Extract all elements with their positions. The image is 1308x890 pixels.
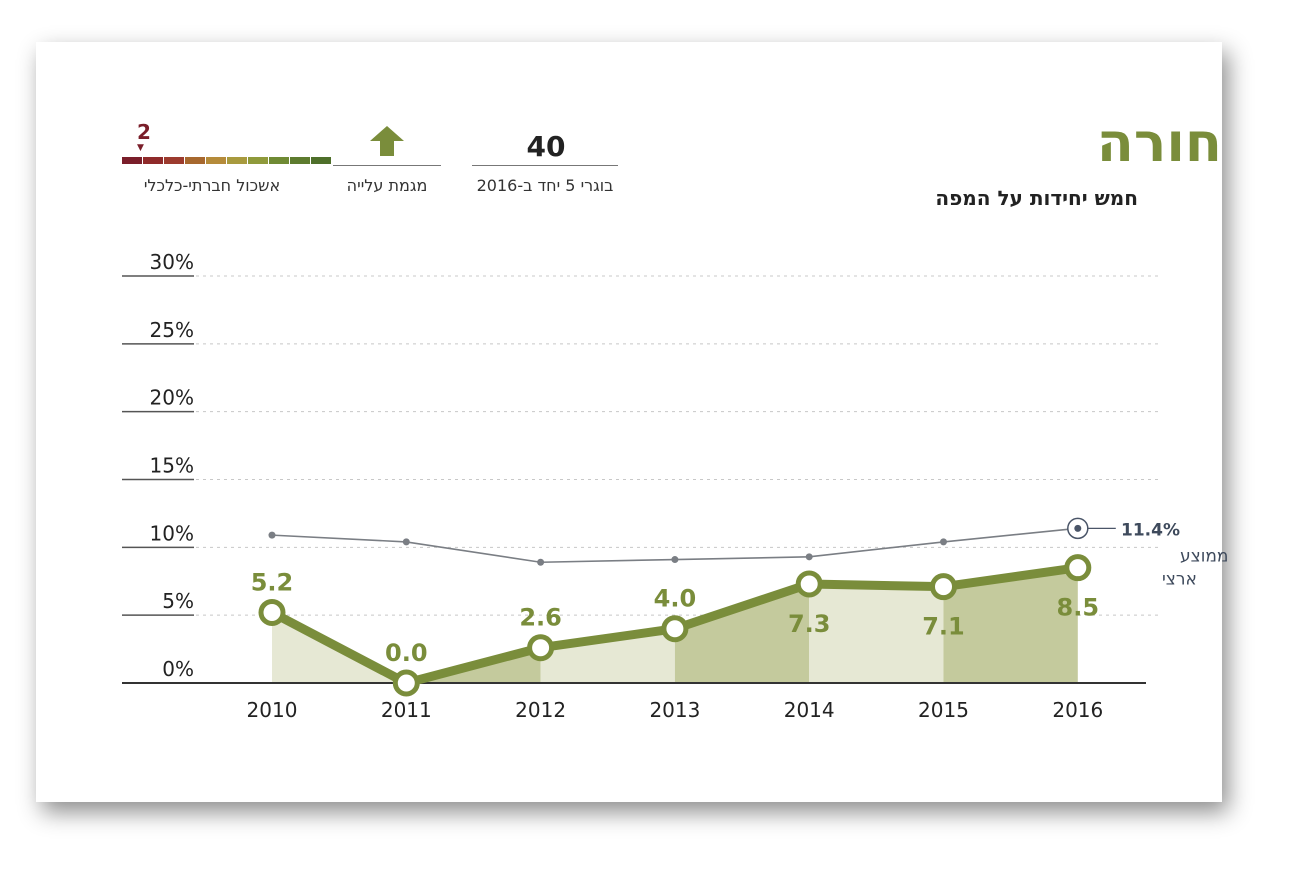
y-tick-label: 25% xyxy=(150,318,194,342)
area-segment xyxy=(809,583,944,683)
trend-label: מגמת עלייה xyxy=(346,176,428,195)
cluster-scale-segment xyxy=(185,157,205,164)
cluster-scale-bar xyxy=(122,157,332,164)
data-point xyxy=(392,669,420,697)
y-tick-label: 30% xyxy=(150,250,194,274)
x-tick-label: 2012 xyxy=(515,698,566,722)
cluster-scale-segment xyxy=(227,157,247,164)
data-point xyxy=(930,573,957,601)
cluster-scale-segment xyxy=(143,157,163,164)
national-point xyxy=(671,556,679,564)
graduates-divider xyxy=(472,165,618,166)
y-tick-label: 5% xyxy=(162,589,194,613)
cluster-scale-segment xyxy=(290,157,310,164)
x-tick-label: 2013 xyxy=(649,698,700,722)
y-tick-label: 0% xyxy=(162,657,194,681)
y-tick-label: 10% xyxy=(150,521,194,545)
national-point xyxy=(537,558,545,566)
data-label: 8.5 xyxy=(1057,594,1100,622)
data-label: 4.0 xyxy=(654,585,697,613)
national-point xyxy=(805,553,813,561)
x-tick-label: 2010 xyxy=(247,698,298,722)
national-point xyxy=(940,538,947,546)
cluster-label: אשכול חברתי-כלכלי xyxy=(143,176,281,195)
data-point xyxy=(661,615,689,643)
national-point xyxy=(402,538,410,546)
x-tick-label: 2015 xyxy=(918,698,969,722)
cluster-scale-segment xyxy=(206,157,226,164)
cluster-scale-segment xyxy=(311,157,331,164)
national-value-label: 11.4% xyxy=(1121,520,1180,540)
cluster-scale-segment xyxy=(248,157,268,164)
national-series-label: ארצי xyxy=(1162,569,1197,589)
cluster-scale-segment xyxy=(164,157,184,164)
x-tick-label: 2011 xyxy=(381,698,432,722)
data-point xyxy=(795,570,823,598)
national-point xyxy=(1074,524,1082,532)
area-segment xyxy=(674,583,810,683)
cluster-value: 2 xyxy=(137,120,151,144)
area-segment xyxy=(540,628,675,683)
graduates-label: בוגרי 5 יחד ב-2016 xyxy=(476,176,614,195)
x-tick-label: 2016 xyxy=(1052,698,1103,722)
data-label: 5.2 xyxy=(251,568,294,596)
y-tick-label: 20% xyxy=(150,386,194,410)
data-label: 0.0 xyxy=(385,639,428,667)
data-point xyxy=(1064,554,1092,582)
page-subtitle: חמש יחידות על המפה xyxy=(935,186,1138,210)
trend-divider xyxy=(333,165,441,166)
x-tick-label: 2014 xyxy=(784,698,835,722)
arrow-up-icon xyxy=(370,126,404,160)
cluster-scale-segment xyxy=(122,157,142,164)
area-segment xyxy=(943,567,1078,683)
data-point xyxy=(258,598,286,626)
data-label: 2.6 xyxy=(519,604,562,632)
page-title: חורה xyxy=(1096,111,1222,174)
caret-down-icon: ▼ xyxy=(137,143,144,153)
cluster-scale-segment xyxy=(269,157,289,164)
national-series-label: ממוצע xyxy=(1180,546,1228,566)
graduates-count: 40 xyxy=(526,130,566,163)
y-tick-label: 15% xyxy=(150,454,194,478)
national-point xyxy=(268,531,276,539)
data-label: 7.3 xyxy=(788,610,831,638)
data-label: 7.1 xyxy=(922,613,965,641)
data-point xyxy=(527,634,555,662)
